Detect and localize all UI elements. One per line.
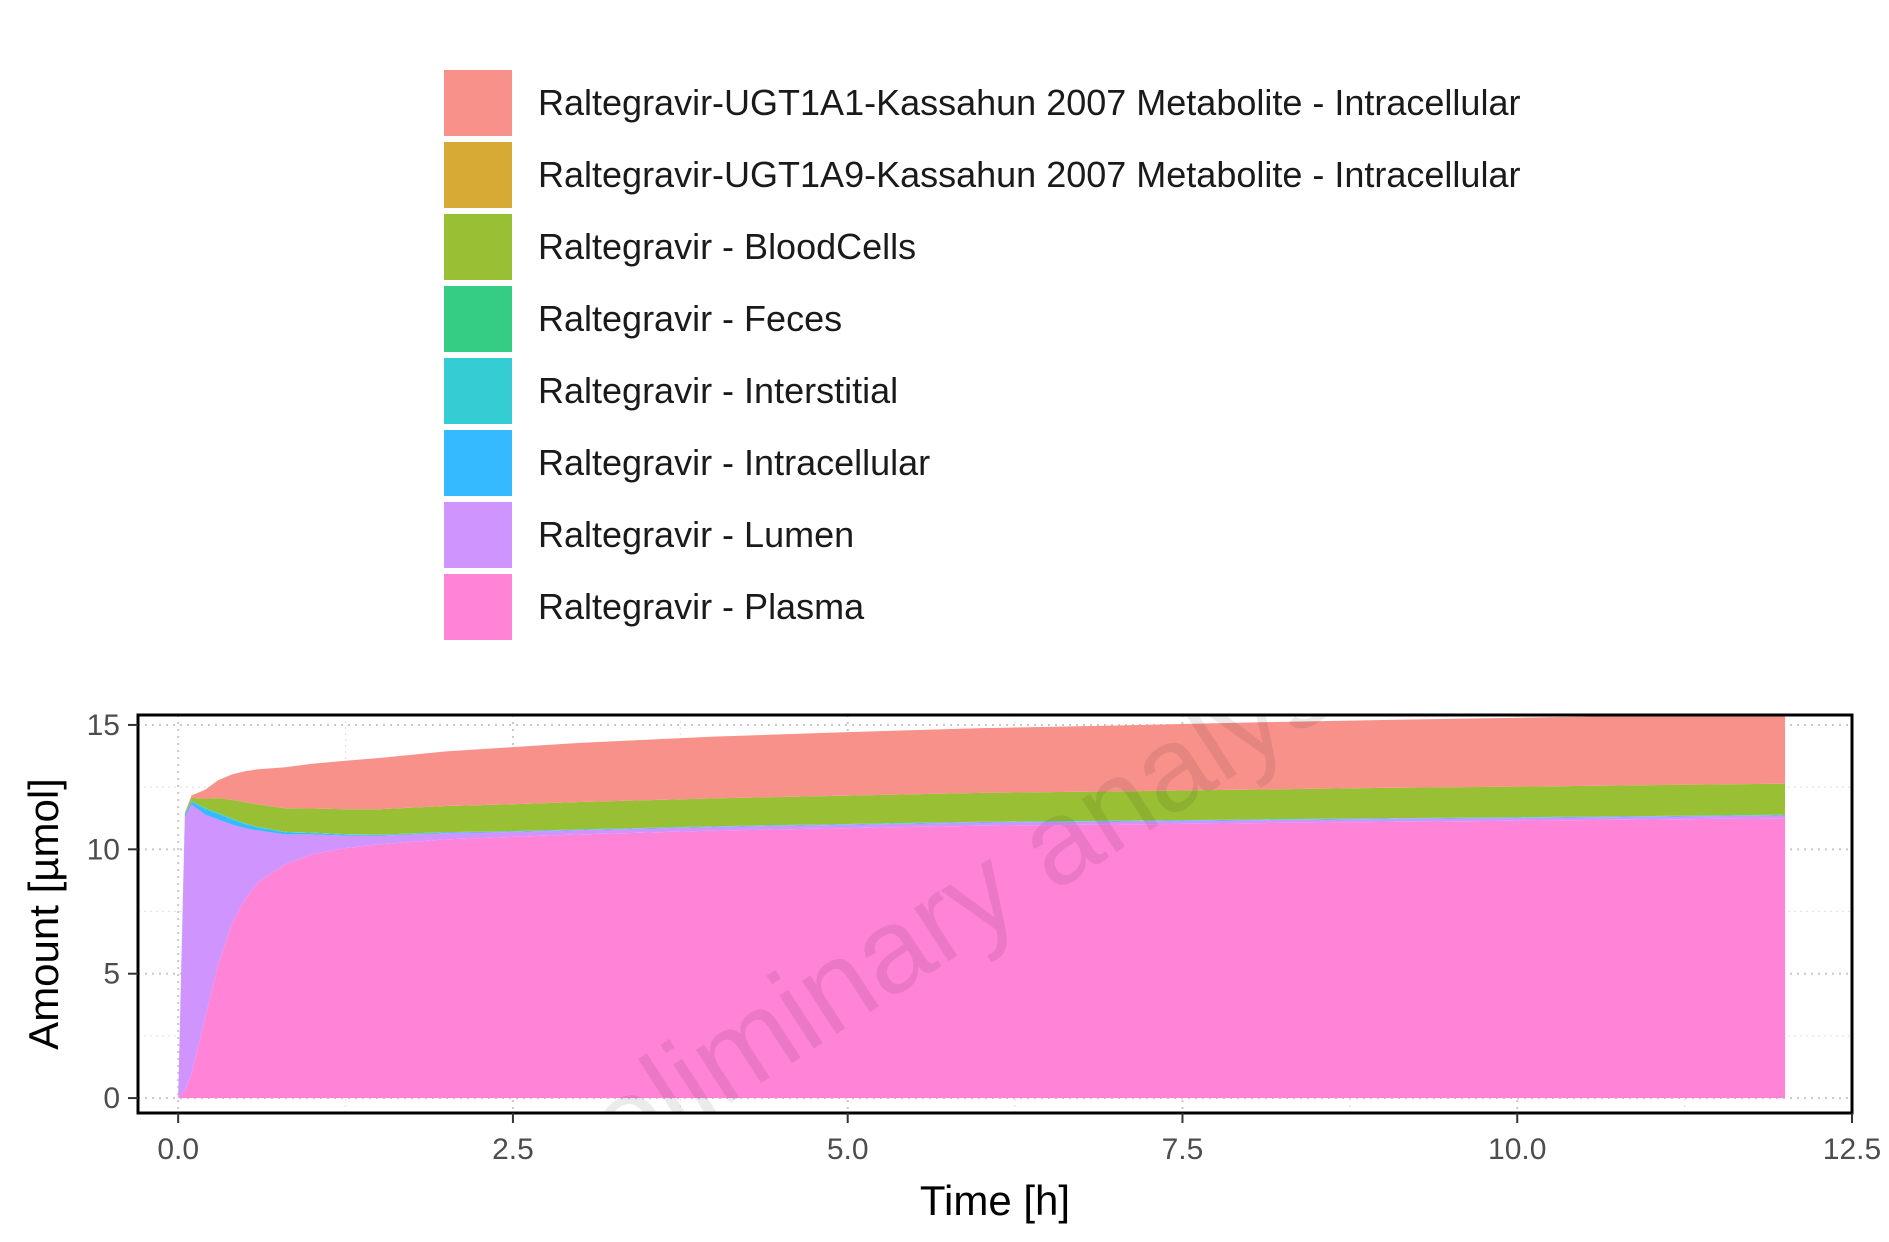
legend-label: Raltegravir - BloodCells xyxy=(538,226,916,267)
legend-key xyxy=(444,502,512,568)
legend-label: Raltegravir-UGT1A9-Kassahun 2007 Metabol… xyxy=(538,154,1520,195)
plot-border xyxy=(136,713,1854,1115)
legend-label: Raltegravir - Intracellular xyxy=(538,442,930,483)
area-raltegravir-ugt1a1-kassahun-2007-metabolite-intracellular xyxy=(178,713,1786,1099)
y-tick-label: 0 xyxy=(103,1082,120,1115)
x-tick-label: 10.0 xyxy=(1488,1133,1546,1166)
x-tick-label: 7.5 xyxy=(1162,1133,1204,1166)
legend-key xyxy=(444,358,512,424)
legend-label: Raltegravir - Plasma xyxy=(538,586,865,627)
legend-key xyxy=(444,142,512,208)
y-axis-title: Amount [µmol] xyxy=(20,778,67,1050)
x-tick-label: 2.5 xyxy=(492,1133,534,1166)
legend-label: Raltegravir - Feces xyxy=(538,298,842,339)
y-tick-label: 10 xyxy=(87,833,120,866)
legend-key xyxy=(444,286,512,352)
legend-label: Raltegravir - Lumen xyxy=(538,514,854,555)
legend-label: Raltegravir-UGT1A1-Kassahun 2007 Metabol… xyxy=(538,82,1520,123)
area-raltegravir-plasma xyxy=(178,818,1786,1099)
y-axis-ticks: 0 5 10 15 xyxy=(87,709,138,1115)
area-series xyxy=(178,713,1786,1099)
x-tick-label: 0.0 xyxy=(157,1133,199,1166)
x-axis-ticks: 0.0 2.5 5.0 7.5 10.0 12.5 xyxy=(157,1113,1881,1166)
legend-key xyxy=(444,70,512,136)
legend: Raltegravir-UGT1A1-Kassahun 2007 Metabol… xyxy=(444,70,1520,640)
x-axis-title: Time [h] xyxy=(920,1177,1070,1224)
x-tick-label: 12.5 xyxy=(1823,1133,1881,1166)
y-tick-label: 15 xyxy=(87,709,120,742)
legend-label: Raltegravir - Interstitial xyxy=(538,370,898,411)
y-tick-label: 5 xyxy=(103,958,120,991)
legend-key xyxy=(444,430,512,496)
x-tick-label: 5.0 xyxy=(827,1133,869,1166)
legend-key xyxy=(444,214,512,280)
area-raltegravir-bloodcells xyxy=(178,783,1786,1099)
legend-key xyxy=(444,574,512,640)
